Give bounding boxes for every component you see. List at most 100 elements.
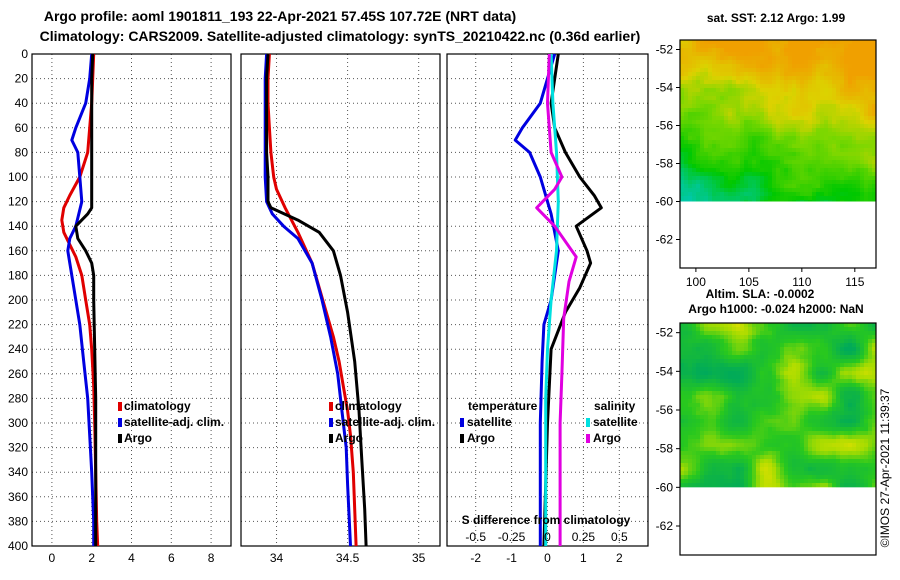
heatmap-cell bbox=[864, 88, 868, 92]
heatmap-cell bbox=[688, 331, 692, 335]
heatmap-cell bbox=[744, 483, 748, 487]
heatmap-cell bbox=[716, 68, 720, 72]
heatmap-cell bbox=[776, 184, 780, 188]
heatmap-cell bbox=[848, 164, 852, 168]
heatmap-cell bbox=[700, 439, 704, 443]
map-y-tick-label: -60 bbox=[656, 195, 674, 209]
series-line-argo bbox=[265, 53, 368, 547]
heatmap-cell bbox=[800, 335, 804, 339]
heatmap-cell bbox=[728, 64, 732, 68]
heatmap-cell bbox=[744, 184, 748, 188]
heatmap-cell bbox=[692, 443, 696, 447]
heatmap-cell bbox=[784, 140, 788, 144]
heatmap-cell bbox=[848, 172, 852, 176]
heatmap-cell bbox=[708, 52, 712, 56]
heatmap-cell bbox=[704, 92, 708, 96]
heatmap-cell bbox=[816, 60, 820, 64]
heatmap-cell bbox=[752, 447, 756, 451]
heatmap-cell bbox=[728, 128, 732, 132]
heatmap-cell bbox=[688, 64, 692, 68]
heatmap-cell bbox=[792, 375, 796, 379]
heatmap-cell bbox=[720, 347, 724, 351]
heatmap-cell bbox=[808, 40, 812, 44]
heatmap-cell bbox=[748, 100, 752, 104]
heatmap-cell bbox=[820, 116, 824, 120]
heatmap-cell bbox=[844, 40, 848, 44]
heatmap-cell bbox=[804, 423, 808, 427]
heatmap-cell bbox=[808, 443, 812, 447]
heatmap-cell bbox=[708, 168, 712, 172]
heatmap-cell bbox=[796, 100, 800, 104]
heatmap-cell bbox=[680, 343, 684, 347]
heatmap-cell bbox=[784, 80, 788, 84]
heatmap-cell bbox=[756, 411, 760, 415]
heatmap-cell bbox=[788, 124, 792, 128]
heatmap-cell bbox=[792, 164, 796, 168]
heatmap-cell bbox=[848, 128, 852, 132]
heatmap-cell bbox=[692, 128, 696, 132]
heatmap-cell bbox=[752, 76, 756, 80]
heatmap-cell bbox=[808, 60, 812, 64]
heatmap-cell bbox=[820, 411, 824, 415]
heatmap-cell bbox=[728, 68, 732, 72]
heatmap-cell bbox=[684, 423, 688, 427]
heatmap-cell bbox=[696, 423, 700, 427]
y-tick-label: 240 bbox=[8, 342, 28, 356]
heatmap-cell bbox=[728, 423, 732, 427]
heatmap-cell bbox=[828, 172, 832, 176]
heatmap-cell bbox=[728, 88, 732, 92]
heatmap-cell bbox=[780, 120, 784, 124]
heatmap-cell bbox=[836, 120, 840, 124]
heatmap-cell bbox=[732, 431, 736, 435]
heatmap-cell bbox=[692, 399, 696, 403]
heatmap-cell bbox=[684, 196, 688, 200]
heatmap-cell bbox=[800, 80, 804, 84]
heatmap-cell bbox=[716, 423, 720, 427]
heatmap-cell bbox=[700, 132, 704, 136]
heatmap-cell bbox=[760, 192, 764, 196]
heatmap-cell bbox=[776, 168, 780, 172]
heatmap-cell bbox=[684, 407, 688, 411]
heatmap-cell bbox=[804, 64, 808, 68]
heatmap-cell bbox=[844, 331, 848, 335]
heatmap-cell bbox=[844, 160, 848, 164]
heatmap-cell bbox=[680, 447, 684, 451]
heatmap-cell bbox=[716, 471, 720, 475]
legend-label-s-argo: Argo bbox=[593, 431, 621, 445]
heatmap-cell bbox=[720, 48, 724, 52]
heatmap-cell bbox=[780, 379, 784, 383]
heatmap-cell bbox=[752, 144, 756, 148]
heatmap-cell bbox=[860, 40, 864, 44]
heatmap-cell bbox=[832, 415, 836, 419]
heatmap-cell bbox=[704, 56, 708, 60]
heatmap-cell bbox=[792, 431, 796, 435]
heatmap-cell bbox=[684, 136, 688, 140]
heatmap-cell bbox=[716, 148, 720, 152]
heatmap-cell bbox=[740, 128, 744, 132]
heatmap-cell bbox=[744, 467, 748, 471]
heatmap-cell bbox=[800, 331, 804, 335]
heatmap-cell bbox=[816, 471, 820, 475]
heatmap-cell bbox=[816, 363, 820, 367]
heatmap-cell bbox=[800, 88, 804, 92]
heatmap-cell bbox=[716, 455, 720, 459]
heatmap-cell bbox=[836, 439, 840, 443]
heatmap-cell bbox=[868, 80, 872, 84]
heatmap-cell bbox=[696, 419, 700, 423]
heatmap-cell bbox=[832, 355, 836, 359]
heatmap-cell bbox=[704, 391, 708, 395]
heatmap-cell bbox=[704, 423, 708, 427]
heatmap-cell bbox=[688, 447, 692, 451]
heatmap-cell bbox=[788, 112, 792, 116]
heatmap-cell bbox=[780, 463, 784, 467]
heatmap-cell bbox=[764, 148, 768, 152]
heatmap-cell bbox=[692, 339, 696, 343]
heatmap-cell bbox=[740, 88, 744, 92]
series-line-satellite-adj-clim- bbox=[66, 53, 96, 546]
heatmap-cell bbox=[872, 435, 876, 439]
heatmap-cell bbox=[744, 431, 748, 435]
heatmap-cell bbox=[792, 427, 796, 431]
heatmap-cell bbox=[696, 483, 700, 487]
y-tick-label: 300 bbox=[8, 416, 28, 430]
heatmap-cell bbox=[836, 447, 840, 451]
